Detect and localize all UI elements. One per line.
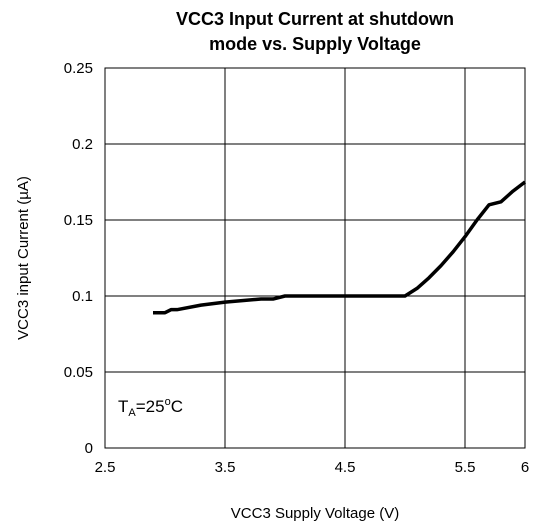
annotation: TA=25oC [118,396,183,419]
y-tick-label: 0.1 [72,288,93,305]
x-tick-label: 4.5 [335,459,356,476]
y-tick-label: 0.25 [64,60,93,77]
annotation-text: T [118,397,128,416]
x-tick-label: 5.5 [455,459,476,476]
y-tick-label: 0.05 [64,364,93,381]
x-tick-label: 2.5 [95,459,116,476]
annotation-text: C [171,397,183,416]
x-tick-label: 6 [521,459,529,476]
x-tick-label: 3.5 [215,459,236,476]
chart-title: VCC3 Input Current at shutdown [176,9,454,29]
annotation-text: A [128,407,136,419]
y-tick-label: 0.15 [64,212,93,229]
annotation-text: o [165,396,171,408]
plot-area [104,67,526,449]
data-line [153,180,527,315]
x-axis-label: VCC3 Supply Voltage (V) [231,505,399,522]
y-tick-label: 0 [85,440,93,457]
annotation-text: =25 [136,397,165,416]
y-tick-label: 0.2 [72,136,93,153]
chart-title: mode vs. Supply Voltage [209,34,421,54]
y-axis-label: VCC3 input Current (µA) [15,176,32,340]
